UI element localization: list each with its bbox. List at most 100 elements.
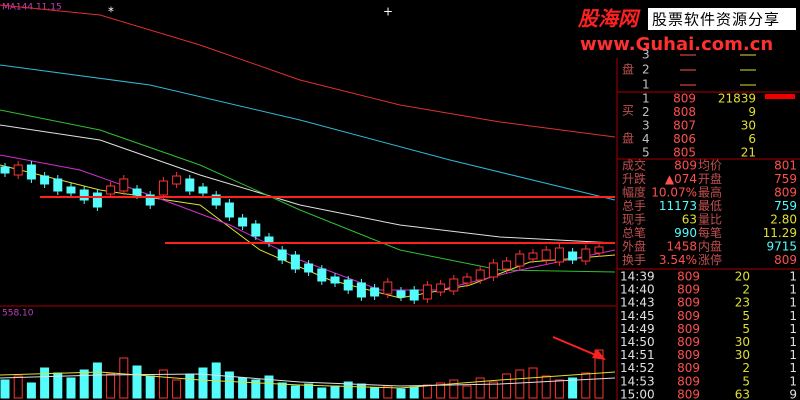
volume-bar — [409, 386, 419, 399]
candle-body — [568, 251, 578, 261]
tick-price: 809 — [677, 283, 700, 297]
buy-label: 盘 — [622, 131, 634, 146]
candle-body — [185, 178, 195, 192]
tick-price: 809 — [677, 361, 700, 375]
tick-time: 14:52 — [620, 361, 655, 375]
volume-bar — [13, 375, 23, 399]
volume-bar — [79, 369, 89, 399]
tick-price: 809 — [677, 322, 700, 336]
candle-body — [594, 246, 604, 254]
marker: + — [383, 5, 393, 19]
tick-time: 14:39 — [620, 270, 655, 284]
volume-bar — [396, 388, 406, 399]
stat-value: 9715 — [766, 240, 797, 254]
tick-volume: 5 — [742, 322, 750, 336]
stat-value: 801 — [774, 159, 797, 173]
volume-bar — [106, 373, 116, 399]
buy-level: 4 — [642, 132, 650, 146]
candle-body — [436, 283, 446, 293]
volume-bar — [224, 371, 234, 399]
stat-label: 每笔 — [698, 225, 722, 240]
candle-body — [251, 223, 261, 237]
candle-body — [396, 290, 406, 298]
tick-count: 1 — [789, 270, 797, 284]
ma-label: MA144 11.15 — [2, 3, 62, 13]
volume-bar — [581, 372, 591, 399]
volume-ma — [0, 371, 616, 389]
candle-body — [541, 249, 551, 261]
candle-body — [92, 192, 102, 208]
tick-count: 1 — [789, 296, 797, 310]
candle-body — [172, 175, 182, 185]
tick-price: 809 — [677, 335, 700, 349]
tick-count: 9 — [789, 387, 797, 400]
buy-level: 2 — [642, 105, 650, 119]
sell-label: 盘 — [622, 62, 634, 77]
tick-time: 14:51 — [620, 348, 655, 362]
candle-body — [158, 180, 168, 196]
volume-bar — [317, 387, 327, 399]
tick-price: 809 — [677, 387, 700, 400]
stat-label: 外盘 — [622, 239, 646, 254]
volume-bar — [185, 373, 195, 399]
buy-volume: 9 — [748, 105, 756, 119]
stat-label: 均价 — [698, 159, 722, 173]
stat-value: 759 — [774, 199, 797, 213]
volume-bar — [515, 369, 525, 399]
volume-bar — [264, 375, 274, 399]
candle-body — [40, 175, 50, 185]
stat-label: 换手 — [622, 253, 646, 267]
candle-body — [132, 188, 142, 196]
volume-bar — [238, 377, 248, 399]
stat-label: 升跌 — [622, 171, 646, 186]
limit-marker — [765, 94, 795, 99]
stat-value: 10.07% — [651, 186, 697, 200]
candle-body — [13, 164, 23, 176]
candle-body — [383, 281, 393, 295]
volume-bar — [0, 379, 10, 399]
stat-label: 开盘 — [698, 171, 722, 186]
volume-bar — [449, 379, 459, 399]
volume-label: 558.10 — [2, 309, 34, 319]
buy-level: 5 — [642, 146, 650, 160]
candle-body — [343, 279, 353, 291]
tick-volume: 63 — [735, 387, 750, 400]
volume-bar — [158, 369, 168, 399]
tick-volume: 23 — [735, 296, 750, 310]
marker: * — [108, 5, 114, 19]
volume-bar — [502, 373, 512, 399]
buy-price: 809 — [673, 92, 696, 106]
arrow — [552, 336, 599, 357]
candle-body — [211, 194, 221, 206]
tick-volume: 20 — [735, 270, 750, 284]
stat-value: 11173 — [659, 199, 697, 213]
candle-body — [198, 186, 208, 194]
volume-bar — [370, 387, 380, 399]
volume-bar — [330, 385, 340, 399]
tick-count: 1 — [789, 335, 797, 349]
tick-count: 1 — [789, 322, 797, 336]
tick-volume: 5 — [742, 309, 750, 323]
ma-line — [0, 124, 616, 244]
stat-label: 内盘 — [698, 239, 722, 254]
stat-value: ▲074 — [665, 172, 697, 186]
stat-label: 现手 — [622, 213, 646, 227]
slogan: 股票软件资源分享 — [652, 11, 780, 29]
buy-label: 买 — [622, 104, 634, 118]
candle-body — [581, 248, 591, 262]
volume-bar — [304, 383, 314, 399]
candle-body — [356, 282, 366, 298]
buy-volume: 30 — [741, 119, 756, 133]
tick-time: 14:43 — [620, 296, 655, 310]
volume-bar — [356, 383, 366, 399]
stat-value: 809 — [774, 186, 797, 200]
volume-bar — [251, 379, 261, 399]
buy-volume: 6 — [748, 132, 756, 146]
tick-volume: 30 — [735, 335, 750, 349]
candle-body — [449, 278, 459, 292]
volume-bar — [475, 377, 485, 399]
volume-bar — [26, 382, 36, 399]
